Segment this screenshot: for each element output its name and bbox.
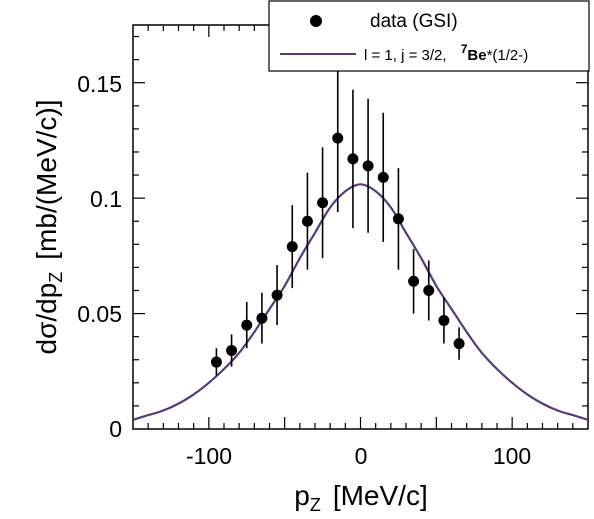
legend-label-curve: l = 1, j = 3/2, 7Be*(1/2-) bbox=[364, 42, 528, 64]
legend-label-data: data (GSI) bbox=[370, 11, 458, 32]
data-point bbox=[453, 338, 465, 350]
data-point bbox=[408, 275, 420, 287]
data-point bbox=[226, 345, 238, 357]
data-point bbox=[241, 319, 253, 331]
data-point bbox=[423, 284, 435, 296]
y-tick-label: 0 bbox=[109, 416, 122, 442]
data-point bbox=[286, 241, 298, 253]
y-tick-label: 0.15 bbox=[77, 71, 122, 97]
theory-curve bbox=[132, 183, 589, 421]
data-point bbox=[301, 215, 313, 227]
y-axis-title-unit: [mb/(MeV/c)] bbox=[31, 99, 62, 259]
x-axis-title-main: p bbox=[294, 480, 310, 511]
x-axis-title-unit: [MeV/c] bbox=[333, 480, 428, 511]
plot-frame bbox=[132, 24, 589, 430]
data-point bbox=[256, 312, 268, 324]
legend-box bbox=[268, 0, 590, 72]
y-axis-title-sub: Z bbox=[46, 272, 66, 283]
data-point bbox=[362, 160, 374, 172]
x-axis-title-sub: Z bbox=[310, 495, 321, 515]
x-tick-label: 100 bbox=[493, 443, 531, 469]
x-tick-label: 0 bbox=[355, 443, 368, 469]
legend: data (GSI) l = 1, j = 3/2, 7Be*(1/2-) bbox=[268, 0, 590, 72]
legend-curve-prefix: l = 1, j = 3/2, bbox=[364, 47, 451, 64]
x-tick-label: -100 bbox=[186, 443, 232, 469]
data-point bbox=[332, 132, 344, 144]
y-axis-title: dσ/dpZ [mb/(MeV/c)] bbox=[31, 99, 66, 354]
legend-curve-mass: 7 bbox=[461, 42, 468, 56]
x-axis-title: pZ [MeV/c] bbox=[294, 480, 428, 515]
legend-curve-suffix: *(1/2-) bbox=[487, 47, 529, 64]
data-point bbox=[210, 356, 222, 368]
y-tick-label: 0.1 bbox=[90, 186, 122, 212]
y-axis-title-main: dσ/dp bbox=[31, 283, 62, 355]
legend-marker-data bbox=[310, 15, 322, 27]
y-tick-label: 0.05 bbox=[77, 301, 122, 327]
data-point bbox=[392, 213, 404, 225]
data-point bbox=[377, 171, 389, 183]
data-point bbox=[347, 153, 359, 165]
data-point bbox=[438, 314, 450, 326]
data-point bbox=[317, 197, 329, 209]
data-point bbox=[271, 289, 283, 301]
legend-curve-element: Be bbox=[467, 47, 486, 64]
